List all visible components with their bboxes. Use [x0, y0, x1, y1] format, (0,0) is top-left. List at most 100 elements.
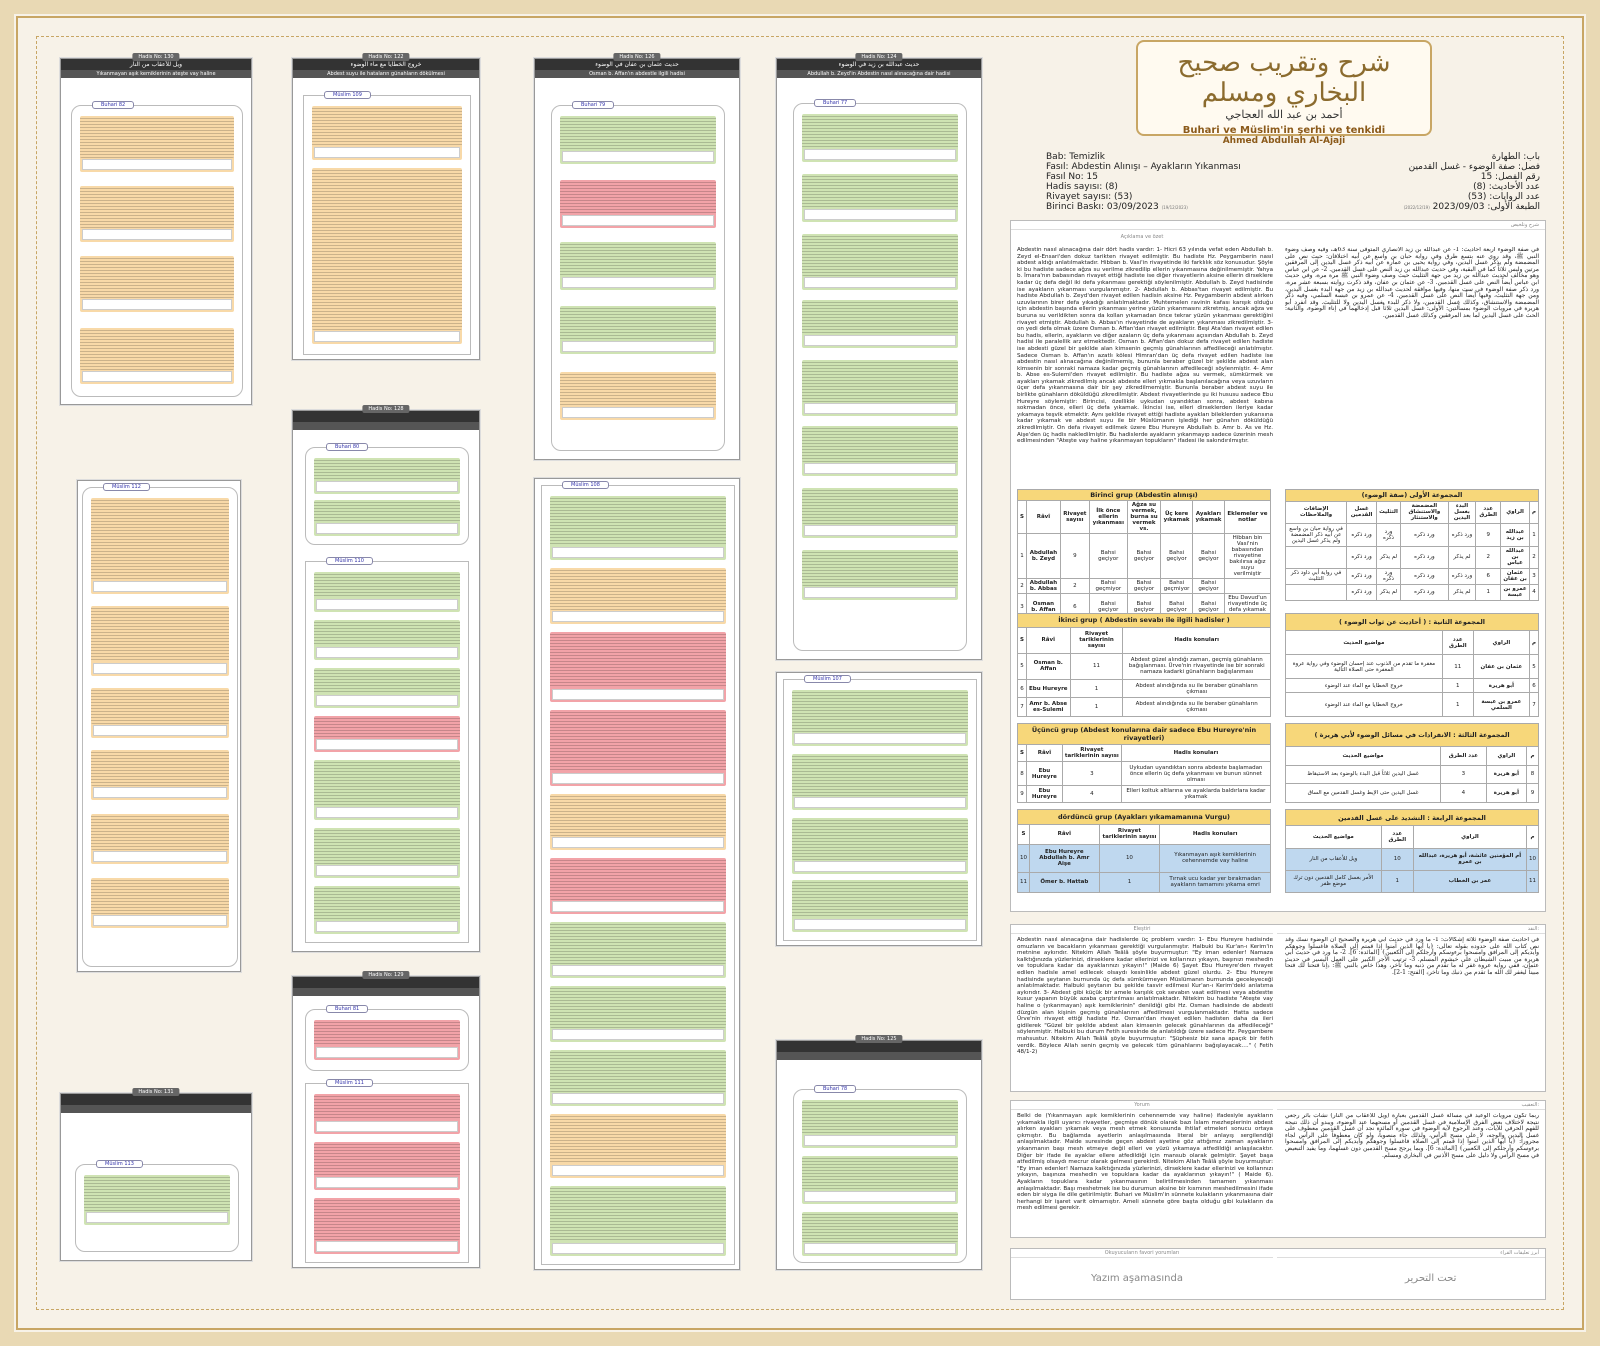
- table-header-cell: الراوي: [1485, 745, 1528, 766]
- chapter-info-tr: Bab: Temizlik Fasıl: Abdestin Alınışı – …: [1046, 152, 1306, 213]
- table-cell: Bahsi geçiyor: [1126, 578, 1162, 594]
- table-cell: [1284, 545, 1348, 569]
- table-row: 9 أبو هريرة 4 غسل اليدين حتى الإبط وغسل الق…: [1284, 783, 1539, 803]
- group-table-3-tr: Üçüncü grup (Abdest konularına dair sade…: [1017, 722, 1272, 803]
- table-row: 6 Ebu Hureyre 1 Abdest alındığında su ile b…: [1017, 678, 1271, 699]
- table-cell: ورد ذكره: [1346, 523, 1377, 547]
- table-cell: ورد ذكره: [1346, 545, 1377, 569]
- table-cell: 7: [1528, 692, 1540, 717]
- hadith-column-125: Hadis No: 125 Buhari 78: [776, 1035, 982, 1270]
- collection-box: Buhari 78: [793, 1085, 967, 1263]
- table-cell: 4: [1061, 785, 1122, 803]
- hadis-count-ar: عدد الأحاديث: (8): [1473, 182, 1540, 192]
- table-cell: 1: [1441, 677, 1474, 694]
- hadith-column-126: Hadis No: 126 حديث عثمان بن عفان في الوض…: [534, 53, 740, 460]
- table-header-cell: Râvî: [1025, 744, 1063, 763]
- table-header-cell: Râvî: [1025, 500, 1061, 534]
- collection-box: Müslim 112: [82, 483, 238, 967]
- table-header-cell: S: [1017, 626, 1027, 654]
- table-cell: 11: [1017, 871, 1030, 894]
- writing-stage-tr: Yazım aşamasında: [1091, 1273, 1183, 1284]
- edition-hijri-ar: (2022/12/19): [1403, 205, 1430, 210]
- comment-header-ar: التعقيب:: [1277, 1101, 1545, 1110]
- table-cell: 11: [1069, 652, 1124, 680]
- reader-header-tr: Okuyucuların favori yorumları: [1011, 1249, 1273, 1258]
- table-cell: لم يذكر: [1375, 583, 1402, 602]
- table-cell: ورد ذكره: [1375, 523, 1402, 547]
- writing-stage-ar: تحت التحرير: [1405, 1273, 1457, 1284]
- table-header-cell: Rivayet tariklerinin sayısı: [1098, 823, 1161, 845]
- table-header-cell: مواضيع الحديث: [1285, 825, 1382, 849]
- table-cell: 3: [1528, 567, 1540, 585]
- bab-tr: Bab: Temizlik: [1046, 152, 1106, 162]
- table-cell: Ebu Hureyre Abdullah b. Amr Aişe: [1029, 843, 1100, 873]
- table-cell: Abdest güzel alındığı zaman, geçmiş güna…: [1122, 652, 1271, 680]
- table-header-cell: المضمضة والاستنشاق والاستنثار: [1400, 500, 1449, 525]
- fasil-no-tr: Fasıl No: 15: [1046, 172, 1099, 182]
- table-cell: لم يذكر: [1375, 545, 1402, 569]
- chapter-info-ar: باب: الطهارة فصل: صفة الوضوء - غسل القدم…: [1300, 152, 1540, 213]
- table-header-cell: عدد الطرق: [1440, 745, 1487, 766]
- column-arabic-title: [293, 977, 479, 988]
- collection-box: Müslim 107: [783, 675, 977, 941]
- table-cell: 1: [1017, 533, 1027, 579]
- table-cell: Bahsi geçiyor: [1160, 533, 1194, 579]
- group-caption: Birinci grup (Abdestin alınışı): [1017, 489, 1271, 501]
- hadith-column-122: Hadis No: 122 خروج الخطايا مع ماء الوضوء…: [292, 53, 480, 360]
- comment-panel: Yorum التعقيب: Belki de (Yıkanmayan aşık…: [1010, 1100, 1546, 1238]
- table-cell: 10: [1526, 847, 1539, 871]
- critique-text-ar: في أحاديث صفة الوضوء ثلاثة إشكالات: 1- م…: [1285, 937, 1539, 976]
- summary-panel: شرح وتلخيص Açıklama ve özet Abdestin nas…: [1010, 220, 1546, 912]
- table-row: 7 Amr b. Abse es-Sulemi 1 Abdest alındığınd…: [1017, 697, 1271, 717]
- table-cell: غسل اليدين ثلاثاً قبل البدء بالوضوء بعد …: [1284, 764, 1442, 785]
- table-header-cell: Üç kere yıkamak: [1160, 500, 1194, 534]
- hadith-column-130: Hadis No: 130 ويل للأعقاب من النار Yıkan…: [60, 53, 252, 405]
- author-tr: Ahmed Abdullah Al-Ajaji: [1222, 136, 1346, 146]
- collection-box: Buhari 77: [793, 99, 967, 651]
- collection-tag: Müslim 108: [562, 481, 609, 489]
- collection-box: Buhari 80: [305, 443, 469, 545]
- edition-date-tr: Birinci Baskı: 03/09/2023: [1046, 202, 1159, 212]
- table-cell: Abdullah b. Abbas: [1025, 578, 1061, 594]
- comment-text-tr: Belki de (Yıkanmayan aşık kemiklerinin c…: [1017, 1113, 1273, 1212]
- group-table-1-ar: المجموعة الأولى (صفة الوضوء) م الراوي عدد ا…: [1284, 489, 1540, 602]
- rivayet-count-tr: Rivayet sayısı: (53): [1046, 192, 1133, 202]
- hadith-column-108: Müslim 108: [534, 478, 740, 1270]
- table-cell: 3: [1061, 761, 1122, 787]
- table-cell: ورد ذكره: [1400, 545, 1449, 569]
- table-cell: لم يذكر: [1447, 545, 1477, 569]
- hadith-number: Hadis No: 129: [362, 971, 410, 979]
- hadith-number: Hadis No: 131: [132, 1088, 180, 1096]
- table-cell: مغفرة ما تقدم من الذنوب عند إحسان الوضوء…: [1285, 654, 1443, 679]
- column-arabic-title: [777, 1041, 981, 1052]
- table-cell: أبو هريرة: [1485, 764, 1528, 785]
- table-header-cell: مواضيع الحديث: [1285, 630, 1443, 656]
- table-row: 11 Ömer b. Hattab 1 Tırnak ucu kadar yer bı…: [1017, 871, 1271, 894]
- hadith-number: Hadis No: 126: [613, 53, 661, 61]
- summary-header-ar: شرح وتلخيص: [1011, 221, 1545, 230]
- table-cell: أبو هريرة: [1472, 677, 1530, 694]
- collection-tag: Buhari 79: [572, 101, 615, 109]
- table-cell: Hibban bin Vasi'nin babasından rivayetin…: [1223, 533, 1272, 579]
- collection-box: Müslim 111: [305, 1079, 469, 1263]
- collection-box: Buhari 82: [71, 101, 243, 397]
- table-cell: 3: [1440, 764, 1487, 785]
- table-header-cell: عدد الطرق: [1475, 500, 1502, 525]
- table-cell: Abdullah b. Zeyd: [1025, 533, 1061, 579]
- author-arabic: أحمد بن عبد الله العجاجي: [1225, 108, 1343, 121]
- table-cell: عمرو بن عبسة: [1500, 583, 1530, 602]
- table-header-cell: S: [1017, 744, 1027, 763]
- table-row: 7 عمرو بن عبسة السلمي 1 خروج الخطايا مع الم…: [1285, 692, 1540, 717]
- table-cell: 2: [1528, 545, 1540, 569]
- table-cell: Bahsi geçmiyor: [1160, 578, 1194, 594]
- summary-header-tr: Açıklama ve özet: [1120, 234, 1164, 240]
- table-cell: Uykudan uyandıktan sonra abdeste başlama…: [1120, 761, 1272, 787]
- table-cell: Abdest alındığında su ile beraber günahl…: [1122, 678, 1271, 699]
- table-cell: 5: [1528, 654, 1540, 679]
- critique-text-tr: Abdestin nasıl alınacağına dair hadisler…: [1017, 937, 1273, 1056]
- table-header-cell: عدد الطرق: [1380, 825, 1414, 849]
- table-cell: غسل اليدين حتى الإبط وغسل القدمين مع الس…: [1284, 783, 1442, 803]
- table-row: 4 عمرو بن عبسة 1 لم يذكر ورد ذكره لم يذكر ورد …: [1284, 583, 1540, 602]
- collection-tag: Müslim 113: [96, 1160, 143, 1168]
